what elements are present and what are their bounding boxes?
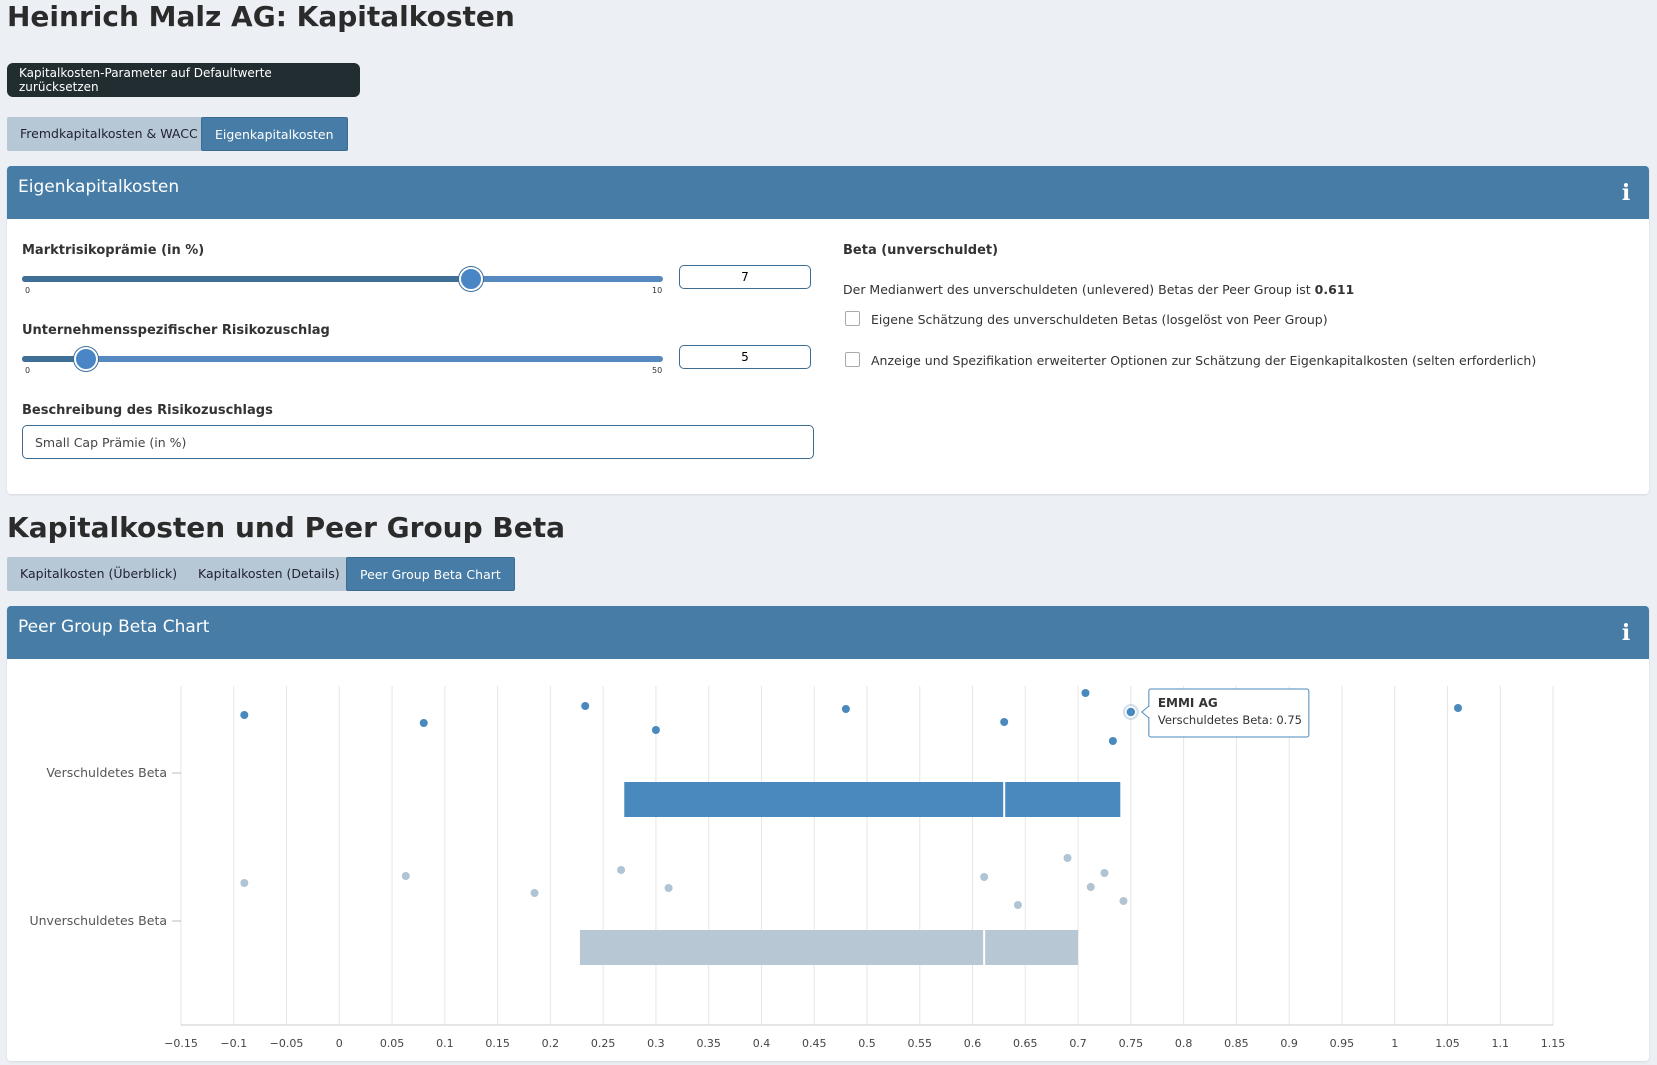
risikozuschlag-slider-track[interactable] — [22, 356, 663, 362]
y-category-label: Verschuldetes Beta — [46, 765, 167, 780]
x-tick-label: 0.85 — [1224, 1037, 1249, 1050]
data-point — [240, 711, 249, 719]
x-tick-label: 0.8 — [1175, 1037, 1193, 1050]
data-point — [841, 705, 850, 713]
tooltip-title: EMMI AG — [1158, 696, 1218, 710]
slider-max-label: 50 — [652, 366, 663, 375]
page-title: Heinrich Malz AG: Kapitalkosten — [7, 0, 515, 33]
x-tick-label: 0.2 — [542, 1037, 560, 1050]
x-tick-label: 0 — [336, 1037, 343, 1050]
panel-title: Eigenkapitalkosten — [18, 177, 180, 197]
data-point — [1081, 689, 1090, 697]
x-tick-label: 0.3 — [647, 1037, 665, 1050]
risikozuschlag-label: Unternehmensspezifischer Risikozuschlag — [22, 323, 330, 338]
beta-label: Beta (unverschuldet) — [843, 243, 999, 258]
data-point — [980, 873, 989, 881]
x-tick-label: 0.05 — [380, 1037, 405, 1050]
reset-defaults-button[interactable]: Kapitalkosten-Parameter auf Defaultwerte… — [7, 63, 360, 97]
y-category-label: Unverschuldetes Beta — [29, 913, 167, 928]
tab-peer-group-beta-chart[interactable]: Peer Group Beta Chart — [346, 557, 515, 591]
x-tick-label: 0.15 — [485, 1037, 510, 1050]
x-tick-label: 0.4 — [753, 1037, 771, 1050]
marktrisikopraemie-label: Marktrisikoprämie (in %) — [22, 243, 205, 258]
x-tick-label: −0.05 — [270, 1037, 304, 1050]
tooltip-pointer — [1141, 705, 1150, 719]
x-tick-label: 1.05 — [1435, 1037, 1460, 1050]
data-point — [1086, 883, 1095, 891]
x-tick-label: 0.65 — [1013, 1037, 1038, 1050]
data-point — [401, 872, 410, 880]
chart-panel-title: Peer Group Beta Chart — [18, 617, 210, 637]
data-point — [1108, 737, 1117, 745]
x-tick-label: −0.15 — [164, 1037, 198, 1050]
risikozuschlag-slider-fill — [22, 356, 87, 362]
tab-kapitalkosten-ueberblick[interactable]: Kapitalkosten (Überblick) — [7, 557, 191, 591]
x-tick-label: 0.5 — [858, 1037, 876, 1050]
data-point — [617, 866, 626, 874]
x-tick-label: 0.55 — [908, 1037, 933, 1050]
tab-kapitalkosten-details[interactable]: Kapitalkosten (Details) — [185, 557, 353, 591]
marktrisikopraemie-slider-fill — [22, 276, 471, 282]
risikozuschlag-slider-handle[interactable] — [74, 347, 99, 371]
x-tick-label: 0.6 — [964, 1037, 982, 1050]
own-beta-checkbox-label[interactable]: Eigene Schätzung des unverschuldeten Bet… — [871, 312, 1328, 327]
panel-header: Eigenkapitalkosten i — [7, 166, 1649, 219]
marktrisikopraemie-slider-handle[interactable] — [458, 267, 483, 291]
info-icon[interactable]: i — [1621, 620, 1631, 646]
advanced-options-checkbox-label[interactable]: Anzeige und Spezifikation erweiterter Op… — [871, 353, 1537, 368]
slider-min-label: 0 — [25, 366, 31, 375]
x-tick-label: 0.9 — [1280, 1037, 1298, 1050]
eigenkapitalkosten-panel: Eigenkapitalkosten i Marktrisikoprämie (… — [7, 166, 1649, 494]
x-tick-label: 0.7 — [1069, 1037, 1087, 1050]
x-tick-label: 1.1 — [1491, 1037, 1509, 1050]
peer-group-beta-chart-panel: Peer Group Beta Chart i −0.15 −0.1 −0.05 0 0… — [7, 606, 1649, 1061]
beta-median-text: Der Medianwert des unverschuldeten (unle… — [843, 282, 1354, 297]
tab-eigenkapitalkosten[interactable]: Eigenkapitalkosten — [201, 117, 348, 151]
x-tick-label: 1.15 — [1541, 1037, 1566, 1050]
beta-median-description: Der Medianwert des unverschuldeten (unle… — [843, 282, 1311, 297]
risikozuschlag-input[interactable] — [679, 345, 811, 369]
x-tick-label: 1 — [1391, 1037, 1398, 1050]
data-point — [664, 884, 673, 892]
data-point — [1013, 901, 1022, 909]
tab-fremdkapitalkosten-wacc[interactable]: Fremdkapitalkosten & WACC — [7, 117, 211, 151]
data-point — [1000, 718, 1009, 726]
data-point — [419, 719, 428, 727]
peer-group-beta-chart[interactable]: −0.15 −0.1 −0.05 0 0.05 0.1 0.15 0.2 0.25 0.3 0.35… — [7, 659, 1649, 1061]
data-point — [651, 726, 660, 734]
x-tick-label: 0.75 — [1119, 1037, 1144, 1050]
x-tick-label: 0.25 — [591, 1037, 616, 1050]
own-beta-checkbox[interactable] — [845, 311, 860, 326]
x-tick-label: 0.45 — [802, 1037, 827, 1050]
box-unlevered — [579, 930, 1079, 965]
data-point — [1454, 704, 1463, 712]
section-title: Kapitalkosten und Peer Group Beta — [7, 511, 566, 544]
data-point-highlighted — [1125, 706, 1137, 718]
data-point — [1119, 897, 1128, 905]
data-point — [530, 889, 539, 897]
data-point — [1063, 854, 1072, 862]
x-tick-label: 0.35 — [696, 1037, 721, 1050]
x-tick-label: 0.95 — [1330, 1037, 1355, 1050]
tooltip-value: Verschuldetes Beta: 0.75 — [1158, 713, 1302, 727]
slider-max-label: 10 — [652, 286, 663, 295]
box-levered — [624, 782, 1121, 817]
advanced-options-checkbox[interactable] — [845, 352, 860, 367]
data-point — [581, 702, 590, 710]
data-point — [240, 879, 249, 887]
info-icon[interactable]: i — [1621, 180, 1631, 206]
x-tick-label: −0.1 — [220, 1037, 247, 1050]
data-point — [1100, 869, 1109, 877]
x-tick-label: 0.1 — [436, 1037, 454, 1050]
marktrisikopraemie-input[interactable] — [679, 265, 811, 289]
beschreibung-label: Beschreibung des Risikozuschlags — [22, 403, 273, 418]
beta-median-value: 0.611 — [1314, 282, 1355, 297]
slider-min-label: 0 — [25, 286, 31, 295]
beschreibung-input[interactable] — [22, 425, 814, 459]
chart-panel-header: Peer Group Beta Chart i — [7, 606, 1649, 659]
